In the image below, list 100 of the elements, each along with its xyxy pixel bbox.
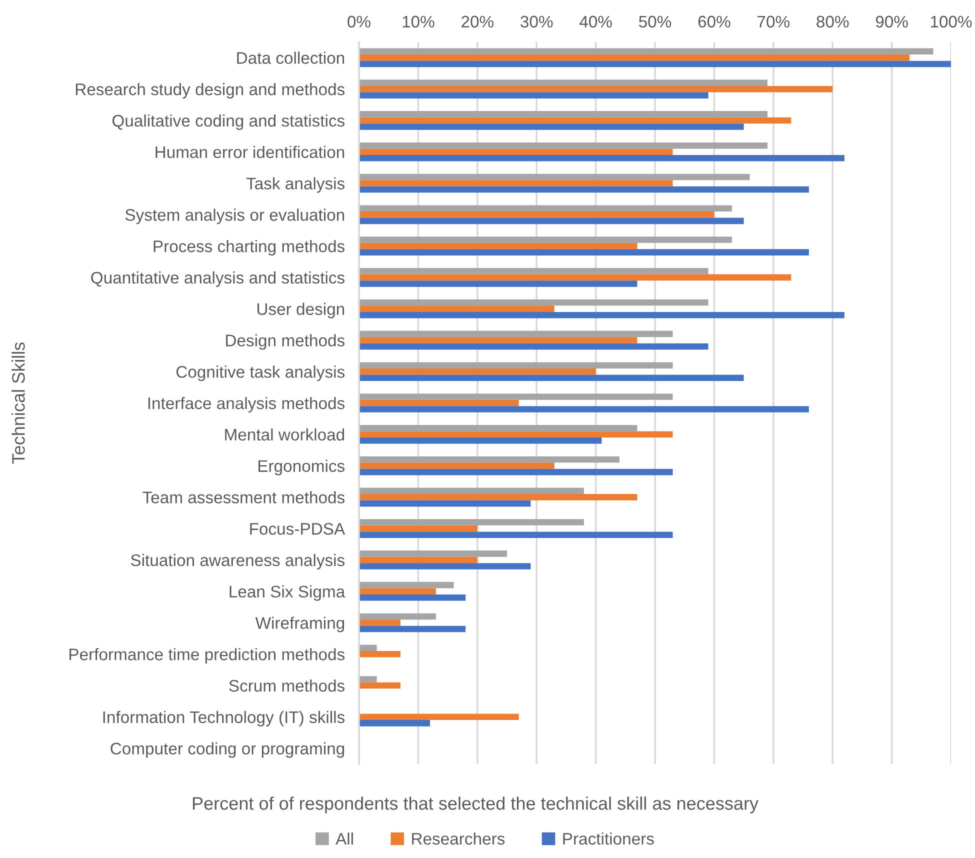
x-tick-label: 80% — [816, 16, 849, 28]
x-tick-label: 10% — [402, 16, 434, 28]
bar — [359, 563, 531, 570]
bar — [359, 274, 792, 281]
bar — [359, 186, 809, 193]
bar — [359, 519, 584, 526]
bar — [359, 714, 519, 720]
bar — [359, 424, 638, 432]
bar — [359, 532, 673, 538]
bar — [359, 124, 744, 130]
bar — [359, 525, 478, 532]
x-axis-title: Percent of of respondents that selected the technical skill as necessary — [192, 796, 759, 814]
x-tick-label: 20% — [462, 16, 494, 28]
bar — [359, 268, 708, 274]
legend-label: Practitioners — [563, 832, 654, 845]
bar — [359, 406, 809, 412]
bar — [359, 155, 844, 162]
y-tick-label: Research study design and methods — [76, 83, 345, 99]
y-tick-label: Mental workload — [225, 428, 344, 441]
y-tick-label: Ergonomics — [258, 460, 345, 476]
bar — [359, 468, 673, 476]
y-tick-label: Quantitative analysis and statistics — [91, 271, 345, 287]
bar — [359, 312, 844, 318]
y-tick-label: Team assessment methods — [142, 491, 345, 504]
bar — [359, 330, 673, 338]
x-tick-label: 70% — [758, 16, 790, 28]
bar — [359, 174, 750, 180]
bar — [359, 456, 620, 463]
bar — [359, 644, 377, 651]
bar — [359, 142, 768, 149]
legend-label: Researchers — [412, 832, 505, 845]
bar — [359, 205, 732, 212]
y-tick-label: User design — [257, 302, 344, 318]
bar — [359, 212, 714, 218]
bar — [359, 650, 400, 658]
bar — [359, 86, 833, 92]
bar — [359, 368, 596, 375]
bar — [359, 588, 436, 594]
y-tick-label: Computer coding or programing — [110, 742, 344, 758]
bar — [359, 720, 430, 726]
bar — [359, 236, 732, 243]
y-tick-label: Scrum methods — [229, 679, 345, 692]
bar — [359, 438, 602, 444]
bar — [359, 299, 708, 306]
bar — [359, 80, 768, 86]
bar — [359, 676, 377, 682]
bar — [359, 48, 934, 55]
bar — [359, 431, 673, 438]
bar — [359, 613, 436, 620]
y-axis-title: Technical Skills — [12, 342, 25, 464]
y-tick-label: Performance time prediction methods — [70, 648, 345, 664]
y-tick-label: Interface analysis methods — [148, 396, 345, 412]
x-tick-label: 30% — [520, 16, 553, 28]
y-tick-label: System analysis or evaluation — [125, 208, 344, 224]
bar — [359, 54, 910, 61]
bar — [359, 494, 638, 500]
y-tick-label: Information Technology (IT) skills — [103, 710, 345, 726]
bar — [359, 218, 744, 224]
x-tick-label: 60% — [698, 16, 730, 28]
bar — [359, 117, 792, 124]
x-tick-label: 90% — [876, 16, 908, 28]
bar — [359, 462, 554, 469]
y-tick-label: Design methods — [226, 334, 345, 350]
y-tick-label: Focus-PDSA — [250, 522, 346, 535]
bar — [359, 343, 708, 350]
bar — [359, 556, 478, 564]
bar — [359, 626, 466, 632]
y-tick-label: Cognitive task analysis — [176, 366, 345, 382]
x-tick-label: 40% — [580, 16, 612, 28]
y-tick-label: Task analysis — [246, 177, 345, 193]
bar — [359, 488, 584, 494]
bar — [359, 362, 673, 368]
y-tick-label: Situation awareness analysis — [130, 554, 345, 570]
bar — [359, 242, 638, 250]
x-tick-label: 100% — [930, 16, 972, 28]
x-tick-label: 50% — [638, 16, 672, 28]
bar — [359, 394, 673, 400]
y-tick-label: Process charting methods — [154, 240, 345, 256]
y-tick-label: Human error identification — [156, 146, 344, 158]
bar — [359, 500, 531, 507]
y-tick-label: Lean Six Sigma — [230, 585, 346, 601]
bar — [359, 148, 673, 156]
y-tick-label: Qualitative coding and statistics — [112, 114, 345, 130]
bar — [359, 111, 768, 118]
y-tick-label: Data collection — [237, 52, 344, 64]
bar — [359, 92, 708, 99]
bar — [359, 400, 519, 406]
bar — [359, 582, 454, 588]
bar — [359, 682, 400, 689]
x-tick-label: 0% — [348, 16, 370, 28]
bar — [359, 550, 507, 557]
bar — [359, 60, 951, 68]
legend-label: All — [336, 832, 353, 845]
y-tick-label: Wireframing — [255, 616, 344, 632]
bar — [359, 337, 638, 344]
bar — [359, 594, 466, 601]
bar — [359, 306, 554, 312]
bar — [359, 620, 400, 626]
bar — [359, 249, 809, 256]
bar — [359, 280, 638, 287]
